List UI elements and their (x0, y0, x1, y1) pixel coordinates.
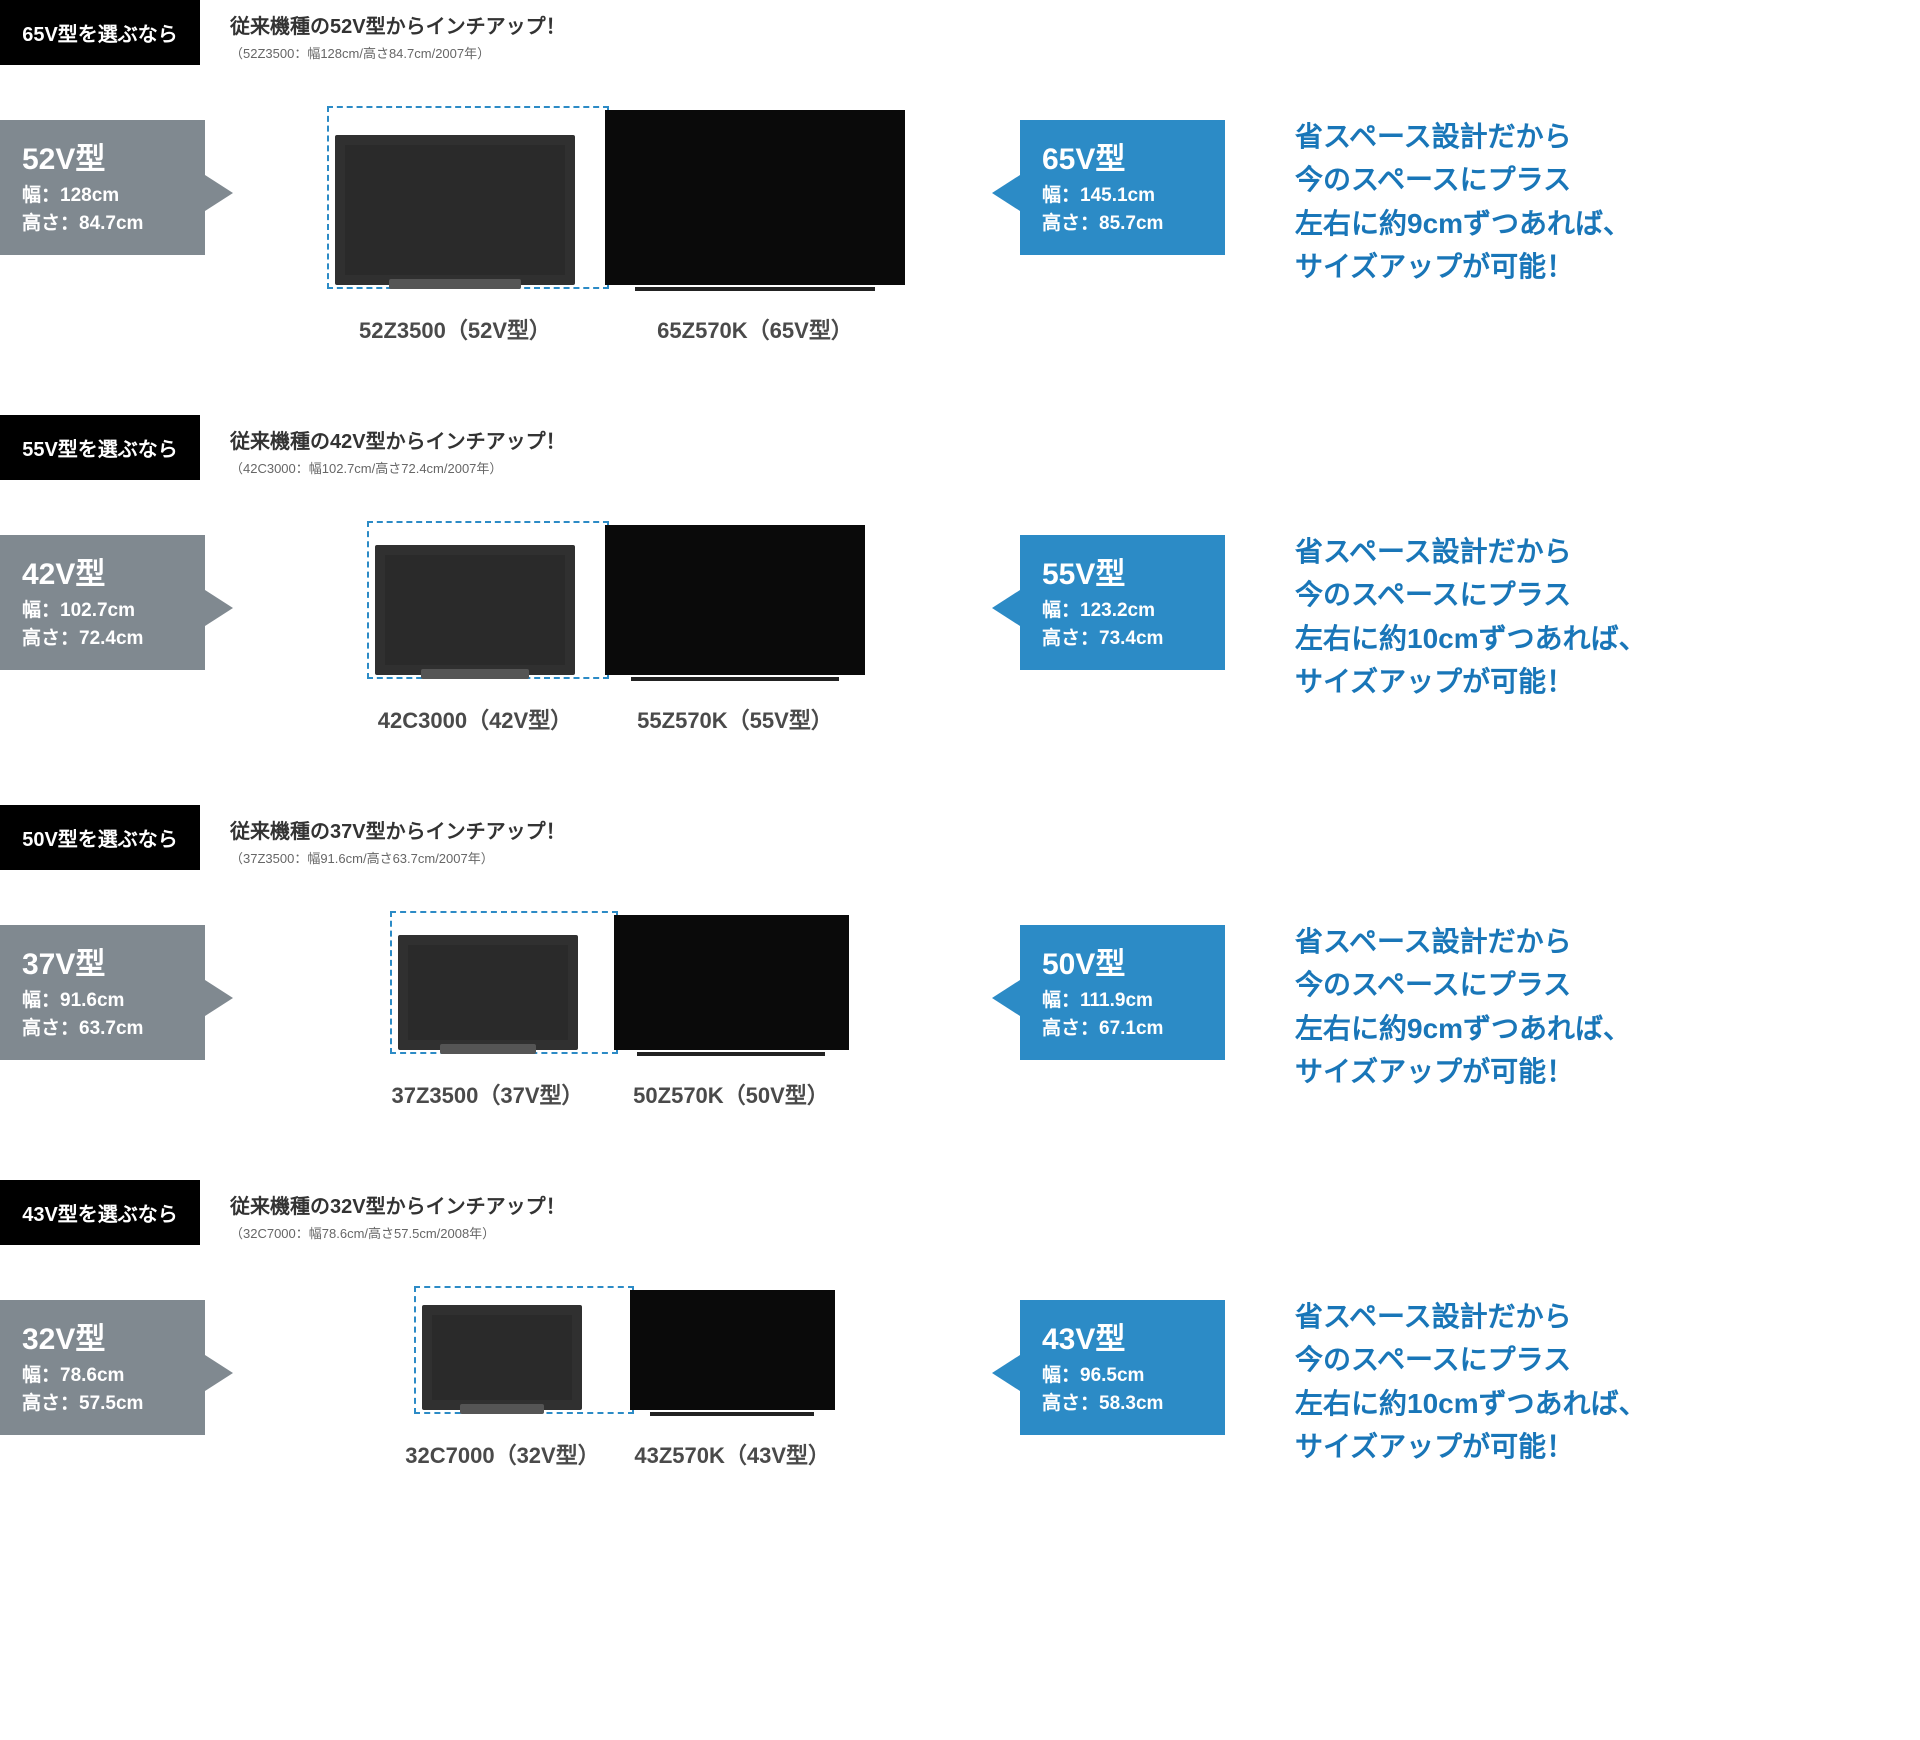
old-width: 幅：91.6cm (22, 987, 183, 1015)
old-tv-icon (335, 135, 575, 285)
old-size: 42V型 (22, 549, 183, 593)
section-tag: 65V型を選ぶなら (0, 0, 200, 65)
old-tv-icon (422, 1305, 582, 1410)
new-size: 65V型 (1042, 134, 1203, 178)
new-width: 幅：145.1cm (1042, 182, 1203, 210)
old-size: 52V型 (22, 134, 183, 178)
old-tv-wrap: 37Z3500（37V型） (392, 935, 584, 1110)
old-tv-wrap: 52Z3500（52V型） (335, 135, 575, 345)
comparison-section: 43V型を選ぶなら 従来機種の32V型からインチアップ！ （32C7000：幅78.… (0, 1180, 1920, 1470)
old-model-callout: 37V型幅：91.6cm高さ：63.7cm (0, 925, 205, 1060)
header-sub: （32C7000：幅78.6cm/高さ57.5cm/2008年） (230, 1223, 566, 1242)
header-sub: （37Z3500：幅91.6cm/高さ63.7cm/2007年） (230, 848, 566, 867)
old-model-callout: 42V型幅：102.7cm高さ：72.4cm (0, 535, 205, 670)
compare-row: 42V型幅：102.7cm高さ：72.4cm 42C3000（42V型） 55Z57… (0, 525, 1920, 735)
old-tv-icon (375, 545, 575, 675)
new-tv-label: 55Z570K（55V型） (637, 703, 833, 735)
header-sub: （42C3000：幅102.7cm/高さ72.4cm/2007年） (230, 458, 566, 477)
old-tv-wrap: 32C7000（32V型） (405, 1305, 599, 1470)
promo-text: 省スペース設計だから今のスペースにプラス左右に約9cmずつあれば、サイズアップが… (1295, 115, 1631, 289)
old-size: 37V型 (22, 939, 183, 983)
new-tv-wrap: 65Z570K（65V型） (605, 110, 905, 345)
header-main: 従来機種の52V型からインチアップ！ (230, 10, 566, 39)
old-height: 高さ：57.5cm (22, 1390, 183, 1418)
old-tv-label: 32C7000（32V型） (405, 1438, 599, 1470)
tv-comparison-area: 42C3000（42V型） 55Z570K（55V型） (270, 525, 970, 735)
new-height: 高さ：58.3cm (1042, 1390, 1203, 1418)
old-tv-wrap: 42C3000（42V型） (375, 545, 575, 735)
promo-text: 省スペース設計だから今のスペースにプラス左右に約10cmずつあれば、サイズアップ… (1295, 1295, 1647, 1469)
new-tv-wrap: 43Z570K（43V型） (630, 1290, 835, 1470)
tv-comparison-area: 32C7000（32V型） 43Z570K（43V型） (270, 1290, 970, 1470)
new-model-callout: 50V型幅：111.9cm高さ：67.1cm (1020, 925, 1225, 1060)
old-tv-label: 42C3000（42V型） (378, 703, 572, 735)
header-sub: （52Z3500：幅128cm/高さ84.7cm/2007年） (230, 43, 566, 62)
header-main: 従来機種の37V型からインチアップ！ (230, 815, 566, 844)
old-model-callout: 52V型幅：128cm高さ：84.7cm (0, 120, 205, 255)
new-tv-icon (614, 915, 849, 1050)
new-size: 55V型 (1042, 549, 1203, 593)
old-tv-label: 37Z3500（37V型） (392, 1078, 584, 1110)
new-size: 50V型 (1042, 939, 1203, 983)
old-height: 高さ：63.7cm (22, 1015, 183, 1043)
section-tag: 55V型を選ぶなら (0, 415, 200, 480)
new-tv-wrap: 55Z570K（55V型） (605, 525, 865, 735)
new-model-callout: 43V型幅：96.5cm高さ：58.3cm (1020, 1300, 1225, 1435)
compare-row: 37V型幅：91.6cm高さ：63.7cm 37Z3500（37V型） 50Z570… (0, 915, 1920, 1110)
section-header: 50V型を選ぶなら 従来機種の37V型からインチアップ！ （37Z3500：幅91.… (0, 805, 1920, 870)
tv-comparison-area: 52Z3500（52V型） 65Z570K（65V型） (270, 110, 970, 345)
header-main: 従来機種の32V型からインチアップ！ (230, 1190, 566, 1219)
compare-row: 32V型幅：78.6cm高さ：57.5cm 32C7000（32V型） 43Z570… (0, 1290, 1920, 1470)
old-tv-label: 52Z3500（52V型） (359, 313, 551, 345)
old-width: 幅：128cm (22, 182, 183, 210)
new-tv-label: 43Z570K（43V型） (634, 1438, 830, 1470)
comparison-section: 55V型を選ぶなら 従来機種の42V型からインチアップ！ （42C3000：幅102… (0, 415, 1920, 735)
section-header: 65V型を選ぶなら 従来機種の52V型からインチアップ！ （52Z3500：幅128… (0, 0, 1920, 65)
tv-comparison-area: 37Z3500（37V型） 50Z570K（50V型） (270, 915, 970, 1110)
header-main: 従来機種の42V型からインチアップ！ (230, 425, 566, 454)
header-texts: 従来機種の32V型からインチアップ！ （32C7000：幅78.6cm/高さ57.… (230, 1180, 566, 1242)
new-tv-label: 50Z570K（50V型） (633, 1078, 829, 1110)
header-texts: 従来機種の52V型からインチアップ！ （52Z3500：幅128cm/高さ84.7… (230, 0, 566, 62)
old-height: 高さ：84.7cm (22, 210, 183, 238)
section-tag: 50V型を選ぶなら (0, 805, 200, 870)
new-height: 高さ：67.1cm (1042, 1015, 1203, 1043)
new-tv-icon (630, 1290, 835, 1410)
section-header: 43V型を選ぶなら 従来機種の32V型からインチアップ！ （32C7000：幅78.… (0, 1180, 1920, 1245)
promo-text: 省スペース設計だから今のスペースにプラス左右に約10cmずつあれば、サイズアップ… (1295, 530, 1647, 704)
new-height: 高さ：85.7cm (1042, 210, 1203, 238)
old-width: 幅：78.6cm (22, 1362, 183, 1390)
old-size: 32V型 (22, 1314, 183, 1358)
section-header: 55V型を選ぶなら 従来機種の42V型からインチアップ！ （42C3000：幅102… (0, 415, 1920, 480)
comparison-section: 65V型を選ぶなら 従来機種の52V型からインチアップ！ （52Z3500：幅128… (0, 0, 1920, 345)
new-height: 高さ：73.4cm (1042, 625, 1203, 653)
header-texts: 従来機種の42V型からインチアップ！ （42C3000：幅102.7cm/高さ72… (230, 415, 566, 477)
new-width: 幅：111.9cm (1042, 987, 1203, 1015)
new-model-callout: 55V型幅：123.2cm高さ：73.4cm (1020, 535, 1225, 670)
new-size: 43V型 (1042, 1314, 1203, 1358)
promo-text: 省スペース設計だから今のスペースにプラス左右に約9cmずつあれば、サイズアップが… (1295, 920, 1631, 1094)
compare-row: 52V型幅：128cm高さ：84.7cm 52Z3500（52V型） 65Z570K… (0, 110, 1920, 345)
new-width: 幅：123.2cm (1042, 597, 1203, 625)
new-tv-icon (605, 525, 865, 675)
header-texts: 従来機種の37V型からインチアップ！ （37Z3500：幅91.6cm/高さ63.… (230, 805, 566, 867)
old-width: 幅：102.7cm (22, 597, 183, 625)
section-tag: 43V型を選ぶなら (0, 1180, 200, 1245)
old-model-callout: 32V型幅：78.6cm高さ：57.5cm (0, 1300, 205, 1435)
new-model-callout: 65V型幅：145.1cm高さ：85.7cm (1020, 120, 1225, 255)
new-tv-label: 65Z570K（65V型） (657, 313, 853, 345)
new-width: 幅：96.5cm (1042, 1362, 1203, 1390)
comparison-section: 50V型を選ぶなら 従来機種の37V型からインチアップ！ （37Z3500：幅91.… (0, 805, 1920, 1110)
old-height: 高さ：72.4cm (22, 625, 183, 653)
old-tv-icon (398, 935, 578, 1050)
new-tv-wrap: 50Z570K（50V型） (614, 915, 849, 1110)
tv-size-comparison-page: 65V型を選ぶなら 従来機種の52V型からインチアップ！ （52Z3500：幅128… (0, 0, 1920, 1470)
new-tv-icon (605, 110, 905, 285)
